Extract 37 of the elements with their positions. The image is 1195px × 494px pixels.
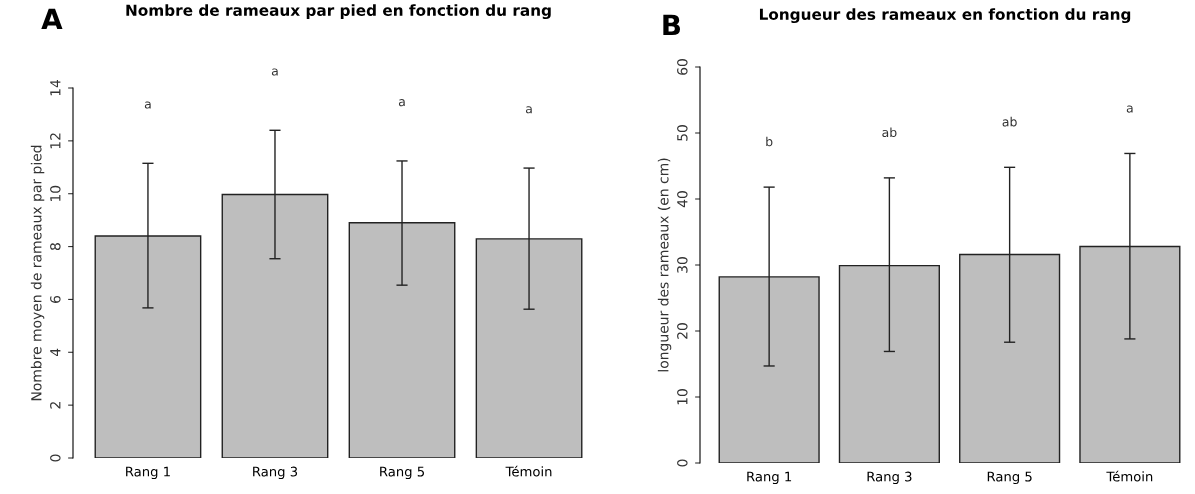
y-tick-label: 20 [677,323,688,339]
annotation: a [525,106,532,114]
x-tick-label: Rang 5 [987,471,1032,485]
y-tick-label: 0 [50,454,61,462]
x-tick-label: Témoin [1106,470,1153,482]
annotation: a [144,101,151,109]
y-tick-label: 14 [50,79,61,96]
annotation: b [766,136,773,147]
y-tick-label: 4 [50,348,61,357]
y-tick-label: 10 [677,389,688,405]
x-tick-label: Témoin [505,465,552,477]
text: A [41,8,63,30]
x-tick-label: Rang 3 [253,466,298,480]
x-tick-label: Rang 1 [126,466,170,480]
y-tick-label: 30 [677,257,688,273]
y-tick-label: 12 [50,133,61,149]
x-tick-label: Rang 3 [867,471,912,485]
annotation: ab [882,127,897,138]
annotation: a [398,99,405,107]
y-tick-label: 2 [50,402,61,409]
y-tick-label: 10 [50,185,61,202]
text: a [271,68,278,76]
annotation: a [1126,105,1133,113]
y-tick-label: 40 [677,191,688,208]
chart-title: Longueur des rameaux en fonction du rang [759,8,1131,24]
x-tick-label: Rang 5 [380,466,425,480]
y-tick-label: 0 [677,459,688,467]
y-tick-label: 50 [677,125,688,141]
y-axis-title: Nombre moyen de rameaux par pied [30,145,45,401]
y-tick-label: 60 [677,59,688,75]
y-axis-title: longueur des rameaux (en cm) [657,158,672,372]
y-tick-label: 8 [50,243,61,251]
text: B [663,14,681,36]
annotation: ab [1002,116,1017,127]
x-tick-label: Rang 1 [747,471,792,485]
chart-title: Nombre de rameaux par pied en fonction du rang [126,4,551,20]
y-tick-label: 6 [50,295,61,303]
